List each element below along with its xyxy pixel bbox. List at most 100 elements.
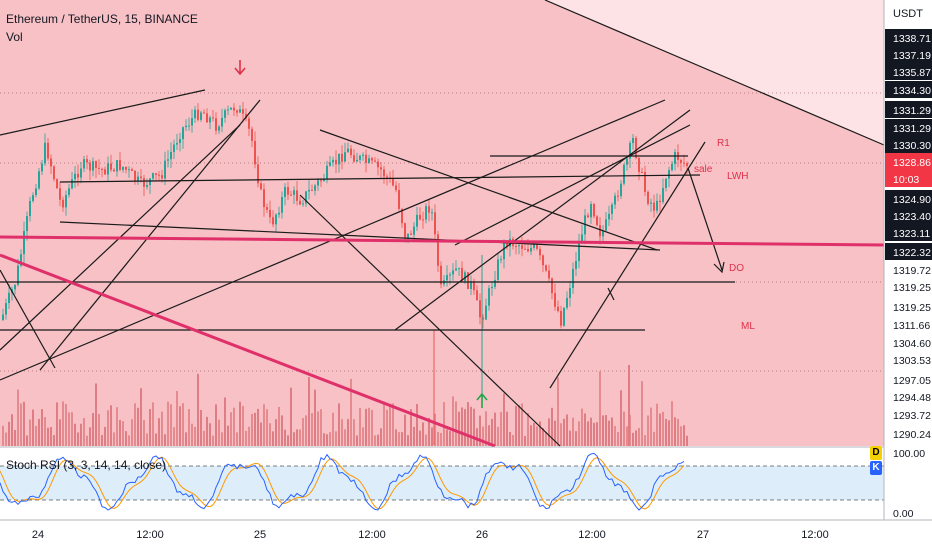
chart-legend: Ethereum / TetherUS, 15, BINANCE Vol bbox=[6, 10, 198, 46]
candle-body bbox=[554, 293, 556, 307]
candle-body bbox=[629, 143, 631, 159]
candle-body bbox=[275, 214, 277, 225]
price-tick: 1319.25 bbox=[893, 302, 931, 314]
volume-bar bbox=[128, 435, 130, 446]
volume-bar bbox=[38, 418, 40, 446]
price-label-bg bbox=[885, 101, 932, 118]
volume-bar bbox=[269, 423, 271, 446]
volume-bar bbox=[68, 412, 70, 446]
volume-bar bbox=[29, 419, 31, 446]
volume-bar bbox=[272, 431, 274, 446]
volume-bar bbox=[314, 389, 316, 446]
volume-bar bbox=[356, 435, 358, 446]
volume-bar bbox=[236, 432, 238, 446]
price-tick: 1294.48 bbox=[893, 392, 931, 404]
candle-body bbox=[641, 171, 643, 173]
volume-bar bbox=[47, 427, 49, 446]
volume-bar bbox=[623, 411, 625, 446]
candle-body bbox=[44, 142, 46, 164]
candle-body bbox=[581, 234, 583, 243]
candle-body bbox=[173, 144, 175, 152]
candle-body bbox=[2, 314, 4, 320]
candle-body bbox=[122, 166, 124, 170]
candle-body bbox=[239, 109, 241, 113]
volume-spike bbox=[628, 365, 630, 446]
trend-line-17 bbox=[607, 287, 615, 301]
stoch-rsi-pane bbox=[0, 446, 884, 515]
candle-body bbox=[371, 158, 373, 161]
price-tick: 1328.86 bbox=[893, 157, 931, 169]
volume-bar bbox=[479, 415, 481, 446]
candle-body bbox=[683, 162, 685, 164]
candle-body bbox=[377, 161, 379, 168]
candle-body bbox=[191, 118, 193, 126]
volume-bar bbox=[77, 432, 79, 446]
candle-body bbox=[176, 143, 178, 145]
candle-body bbox=[638, 157, 640, 172]
volume-bar bbox=[476, 428, 478, 446]
volume-bar bbox=[119, 419, 121, 446]
candle-body bbox=[602, 230, 604, 237]
volume-bar bbox=[680, 426, 682, 446]
candle-body bbox=[35, 188, 37, 196]
volume-bar bbox=[11, 414, 13, 446]
candle-body bbox=[383, 169, 385, 177]
candle-body bbox=[293, 190, 295, 195]
candle-body bbox=[83, 159, 85, 169]
candle-body bbox=[539, 248, 541, 256]
volume-bar bbox=[173, 427, 175, 446]
volume-bar bbox=[527, 413, 529, 446]
candle-body bbox=[197, 109, 199, 120]
stoch-rsi-label[interactable]: Stoch RSI (3, 3, 14, 14, close) bbox=[6, 458, 167, 472]
volume-bar bbox=[86, 435, 88, 446]
candle-body bbox=[329, 162, 331, 166]
volume-bar bbox=[536, 426, 538, 446]
volume-bar bbox=[2, 425, 4, 446]
candle-body bbox=[590, 204, 592, 218]
volume-bar bbox=[383, 401, 385, 446]
candle-body bbox=[272, 217, 274, 225]
chart-background bbox=[0, 0, 884, 446]
volume-bar bbox=[71, 412, 73, 446]
candle-body bbox=[74, 173, 76, 180]
volume-bar bbox=[80, 423, 82, 446]
price-label-bg bbox=[885, 119, 932, 136]
volume-bar bbox=[488, 425, 490, 446]
price-tick: 10:03 bbox=[893, 174, 919, 186]
candle-body bbox=[365, 154, 367, 163]
volume-bar bbox=[182, 403, 184, 446]
volume-bar bbox=[245, 430, 247, 446]
candle-body bbox=[257, 164, 259, 184]
volume-bar bbox=[95, 383, 97, 446]
candle-body bbox=[203, 112, 205, 114]
volume-bar bbox=[626, 426, 628, 446]
candle-body bbox=[59, 188, 61, 200]
trend-line-5 bbox=[299, 194, 561, 447]
volume-bar bbox=[584, 413, 586, 446]
symbol-title[interactable]: Ethereum / TetherUS, 15, BINANCE bbox=[6, 12, 198, 26]
osc-tick: 0.00 bbox=[893, 508, 914, 520]
volume-label[interactable]: Vol bbox=[6, 30, 23, 44]
volume-bar bbox=[179, 406, 181, 446]
candle-body bbox=[599, 225, 601, 237]
candle-body bbox=[440, 265, 442, 285]
candle-body bbox=[470, 281, 472, 289]
candle-body bbox=[167, 159, 169, 161]
candle-body bbox=[557, 306, 559, 312]
volume-bar bbox=[284, 429, 286, 446]
candle-body bbox=[8, 292, 10, 304]
price-tick: 1334.30 bbox=[893, 85, 931, 97]
candle-body bbox=[395, 185, 397, 190]
trend-line-2 bbox=[39, 99, 261, 371]
candle-body bbox=[458, 267, 460, 269]
candle-body bbox=[668, 170, 670, 179]
price-tick: 1331.29 bbox=[893, 105, 931, 117]
magenta-trend-line bbox=[0, 253, 496, 448]
candle-body bbox=[305, 191, 307, 204]
candle-body bbox=[404, 223, 406, 239]
volume-bar bbox=[560, 423, 562, 446]
candle-body bbox=[362, 154, 364, 156]
volume-bar bbox=[452, 396, 454, 446]
candle-body bbox=[50, 158, 52, 167]
